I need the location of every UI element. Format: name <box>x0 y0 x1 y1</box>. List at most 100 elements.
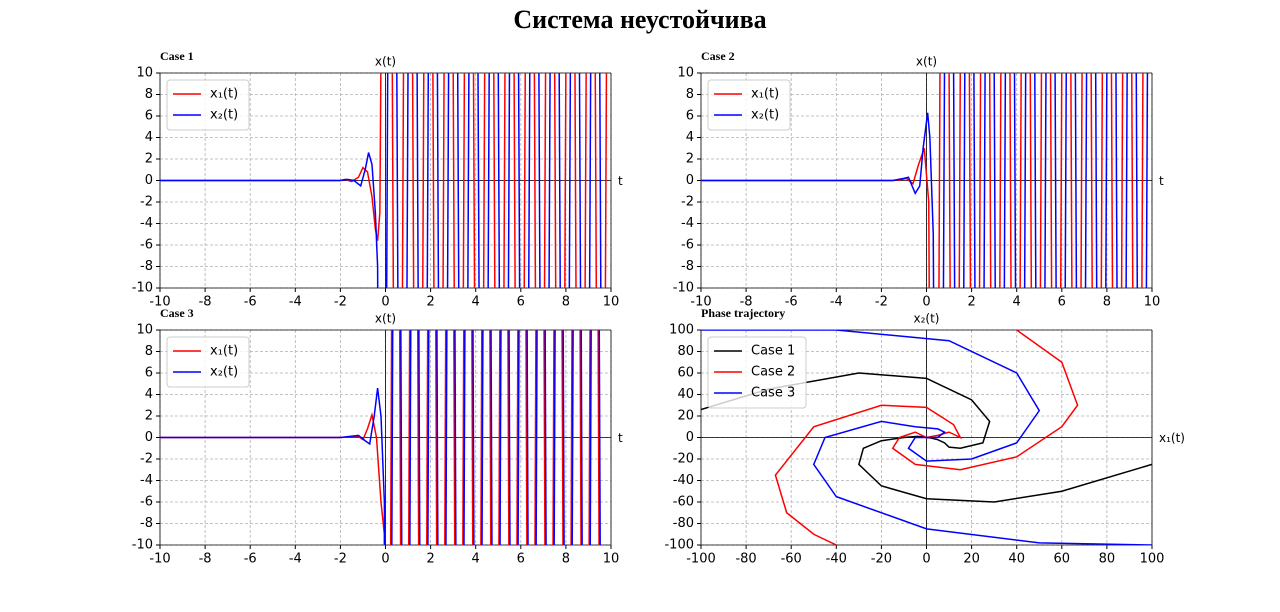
legend-box <box>166 79 250 131</box>
y-tick-label: -20 <box>673 452 694 467</box>
x-tick-label: -8 <box>199 552 212 567</box>
y-tick-label: 6 <box>686 109 694 124</box>
panel: -100 -80 -60 -40 -20 0 20 40 60 80 100 -100 -80 -60 -4… <box>664 306 1185 567</box>
x-tick-label: 4 <box>472 295 480 310</box>
x-tick-label: -20 <box>871 552 892 567</box>
y-tick-label: 4 <box>145 130 153 145</box>
y-tick-label: -100 <box>664 538 694 553</box>
x-tick-label: 2 <box>426 295 434 310</box>
panel: -10 -8 -6 -4 -2 0 2 4 6 8 10 -10 -8 -6 -4 -2 0 2 4 6 8 10 t x(t… <box>673 49 1164 310</box>
y-tick-label: 10 <box>136 66 153 81</box>
x-tick-label: -4 <box>830 295 843 310</box>
y-tick-label: -2 <box>140 452 153 467</box>
panel-title: Case 3 <box>160 306 194 320</box>
x-tick-label: 0 <box>381 552 389 567</box>
y-tick-label: -60 <box>673 495 694 510</box>
x-tick-label: 2 <box>426 552 434 567</box>
y-tick-label: -6 <box>681 238 694 253</box>
y-tick-label: -40 <box>673 473 694 488</box>
legend-box <box>707 336 807 409</box>
x-tick-label: 4 <box>472 552 480 567</box>
x-tick-label: -10 <box>149 295 170 310</box>
y-tick-label: 6 <box>145 109 153 124</box>
x-tick-label: -60 <box>781 552 802 567</box>
y-tick-label: 0 <box>145 430 153 445</box>
suptitle: Система неустойчива <box>513 5 766 34</box>
x-tick-label: 10 <box>1144 295 1161 310</box>
plot-area <box>160 73 608 288</box>
y-axis-label: x₂(t) <box>914 312 940 326</box>
x-tick-label: 6 <box>1058 295 1066 310</box>
y-axis-label: x(t) <box>375 312 396 326</box>
y-tick-label: -4 <box>140 216 153 231</box>
panel: -10 -8 -6 -4 -2 0 2 4 6 8 10 -10 -8 -6 -4 -2 0 2 4 6 8 10 t x(t… <box>132 306 623 567</box>
x-tick-label: 8 <box>562 552 570 567</box>
y-tick-label: -2 <box>681 195 694 210</box>
panel-title: Phase trajectory <box>701 306 785 320</box>
legend-label: x₁(t) <box>210 344 238 359</box>
y-tick-label: 4 <box>145 387 153 402</box>
x-tick-label: 8 <box>1103 295 1111 310</box>
x-tick-label: -6 <box>244 295 257 310</box>
y-tick-label: 4 <box>686 130 694 145</box>
legend-label: Case 3 <box>751 386 795 401</box>
x-tick-label: -2 <box>875 295 888 310</box>
y-tick-label: -8 <box>140 516 153 531</box>
y-tick-label: 2 <box>686 152 694 167</box>
x-tick-label: -10 <box>690 295 711 310</box>
y-tick-label: 0 <box>145 173 153 188</box>
x-tick-label: -6 <box>785 295 798 310</box>
x-tick-label: 4 <box>1013 295 1021 310</box>
y-tick-label: -6 <box>140 495 153 510</box>
legend-label: x₁(t) <box>751 87 779 102</box>
x-tick-label: 0 <box>381 295 389 310</box>
y-tick-label: -10 <box>132 538 153 553</box>
y-tick-label: 2 <box>145 152 153 167</box>
x-tick-label: 6 <box>517 552 525 567</box>
x-tick-label: 10 <box>603 295 620 310</box>
legend-box <box>707 79 791 131</box>
y-tick-label: 20 <box>677 409 694 424</box>
y-tick-label: 0 <box>686 173 694 188</box>
x-axis-label: t <box>618 174 623 188</box>
series-line <box>160 330 600 545</box>
y-axis-label: x(t) <box>375 55 396 69</box>
y-tick-label: -10 <box>132 281 153 296</box>
y-tick-label: 10 <box>677 66 694 81</box>
y-tick-label: 8 <box>145 344 153 359</box>
series-line <box>701 330 1152 545</box>
x-tick-label: -8 <box>740 295 753 310</box>
x-axis-label: t <box>618 431 623 445</box>
legend-label: Case 1 <box>751 344 795 359</box>
plot-area <box>701 330 1152 545</box>
x-tick-label: 100 <box>1140 552 1165 567</box>
x-tick-label: -10 <box>149 552 170 567</box>
x-tick-label: -4 <box>289 552 302 567</box>
y-tick-label: 100 <box>669 323 694 338</box>
y-tick-label: 2 <box>145 409 153 424</box>
series-line <box>701 73 1149 288</box>
x-tick-label: 80 <box>1099 552 1116 567</box>
panel: -10 -8 -6 -4 -2 0 2 4 6 8 10 -10 -8 -6 -4 -2 0 2 4 6 8 10 t x(t… <box>132 49 623 310</box>
series-line <box>774 330 1079 545</box>
series-line <box>160 73 602 288</box>
y-tick-label: 80 <box>677 344 694 359</box>
y-tick-label: -4 <box>140 473 153 488</box>
x-tick-label: 8 <box>562 295 570 310</box>
legend-label: Case 2 <box>751 365 795 380</box>
y-tick-label: -80 <box>673 516 694 531</box>
y-tick-label: -8 <box>140 259 153 274</box>
x-tick-label: 0 <box>922 295 930 310</box>
panel-title: Case 1 <box>160 49 194 63</box>
x-tick-label: 0 <box>922 552 930 567</box>
x-tick-label: 10 <box>603 552 620 567</box>
plot-area <box>160 330 601 545</box>
legend-label: x₂(t) <box>751 108 779 123</box>
x-tick-label: -2 <box>334 552 347 567</box>
x-tick-label: 40 <box>1008 552 1025 567</box>
x-tick-label: -4 <box>289 295 302 310</box>
x-tick-label: 2 <box>967 295 975 310</box>
plot-area <box>701 73 1149 288</box>
x-tick-label: 60 <box>1054 552 1071 567</box>
